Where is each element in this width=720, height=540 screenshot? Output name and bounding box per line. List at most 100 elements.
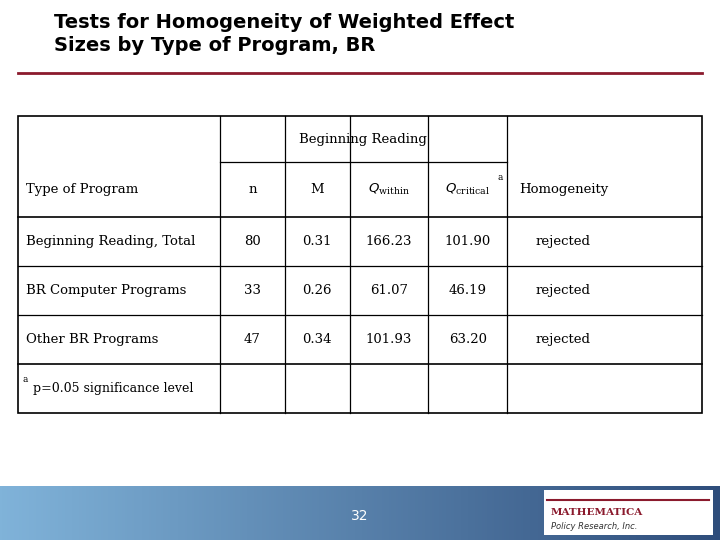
- Bar: [516, 486, 518, 540]
- Bar: [360, 486, 362, 540]
- Bar: [605, 486, 607, 540]
- Bar: [382, 486, 384, 540]
- Bar: [518, 486, 521, 540]
- Bar: [72, 486, 74, 540]
- Text: $Q_{\mathregular{within}}$: $Q_{\mathregular{within}}$: [368, 182, 410, 197]
- Bar: [506, 486, 509, 540]
- Bar: [706, 486, 708, 540]
- Bar: [398, 486, 401, 540]
- Bar: [279, 486, 281, 540]
- Bar: [686, 486, 689, 540]
- Bar: [425, 486, 427, 540]
- Text: 47: 47: [244, 333, 261, 346]
- Bar: [348, 486, 351, 540]
- Bar: [336, 486, 338, 540]
- Bar: [614, 486, 617, 540]
- Bar: [156, 486, 158, 540]
- Bar: [274, 486, 276, 540]
- Bar: [233, 486, 235, 540]
- Bar: [7, 486, 9, 540]
- Bar: [142, 486, 144, 540]
- Bar: [423, 486, 425, 540]
- Bar: [331, 486, 333, 540]
- Bar: [161, 486, 163, 540]
- Text: 61.07: 61.07: [370, 284, 408, 297]
- Bar: [125, 486, 127, 540]
- Text: 166.23: 166.23: [366, 235, 413, 248]
- Bar: [446, 486, 449, 540]
- Bar: [5, 486, 7, 540]
- Bar: [22, 486, 24, 540]
- Bar: [60, 486, 63, 540]
- Bar: [324, 486, 326, 540]
- Bar: [456, 486, 459, 540]
- Bar: [379, 486, 382, 540]
- Bar: [41, 486, 43, 540]
- Bar: [295, 486, 297, 540]
- Bar: [221, 486, 223, 540]
- Bar: [408, 486, 410, 540]
- Bar: [317, 486, 319, 540]
- Bar: [387, 486, 389, 540]
- Bar: [533, 486, 535, 540]
- Bar: [153, 486, 156, 540]
- Bar: [12, 486, 14, 540]
- Bar: [353, 486, 355, 540]
- Bar: [146, 486, 149, 540]
- Text: 46.19: 46.19: [449, 284, 487, 297]
- Bar: [173, 486, 175, 540]
- Text: 0.31: 0.31: [302, 235, 332, 248]
- Bar: [94, 486, 96, 540]
- Text: 0.26: 0.26: [302, 284, 332, 297]
- Bar: [631, 486, 634, 540]
- Bar: [276, 486, 279, 540]
- Text: Homogeneity: Homogeneity: [519, 183, 608, 196]
- Bar: [696, 486, 698, 540]
- Bar: [297, 486, 300, 540]
- Bar: [461, 486, 463, 540]
- Bar: [43, 486, 45, 540]
- Bar: [151, 486, 153, 540]
- Bar: [288, 486, 290, 540]
- Bar: [63, 486, 65, 540]
- Bar: [711, 486, 713, 540]
- Bar: [240, 486, 243, 540]
- Bar: [588, 486, 590, 540]
- Bar: [578, 486, 581, 540]
- Bar: [312, 486, 315, 540]
- Bar: [624, 486, 626, 540]
- Bar: [74, 486, 77, 540]
- Bar: [18, 116, 702, 413]
- Bar: [619, 486, 621, 540]
- Text: Other BR Programs: Other BR Programs: [26, 333, 158, 346]
- Bar: [300, 486, 302, 540]
- Bar: [139, 486, 142, 540]
- Bar: [384, 486, 387, 540]
- Bar: [178, 486, 180, 540]
- Bar: [583, 486, 585, 540]
- Text: rejected: rejected: [536, 333, 591, 346]
- Bar: [34, 486, 36, 540]
- Text: n: n: [248, 183, 256, 196]
- Bar: [290, 486, 293, 540]
- Text: rejected: rejected: [536, 284, 591, 297]
- Bar: [89, 486, 91, 540]
- Bar: [315, 486, 317, 540]
- Bar: [326, 486, 329, 540]
- Bar: [36, 486, 38, 540]
- Bar: [168, 486, 171, 540]
- Bar: [576, 486, 578, 540]
- Bar: [607, 486, 610, 540]
- Bar: [554, 486, 557, 540]
- Bar: [86, 486, 89, 540]
- Bar: [117, 486, 120, 540]
- Bar: [187, 486, 189, 540]
- Bar: [650, 486, 653, 540]
- Bar: [228, 486, 230, 540]
- Bar: [271, 486, 274, 540]
- Text: Beginning Reading: Beginning Reading: [300, 133, 428, 146]
- Bar: [238, 486, 240, 540]
- Bar: [101, 486, 103, 540]
- Bar: [254, 486, 257, 540]
- Bar: [120, 486, 122, 540]
